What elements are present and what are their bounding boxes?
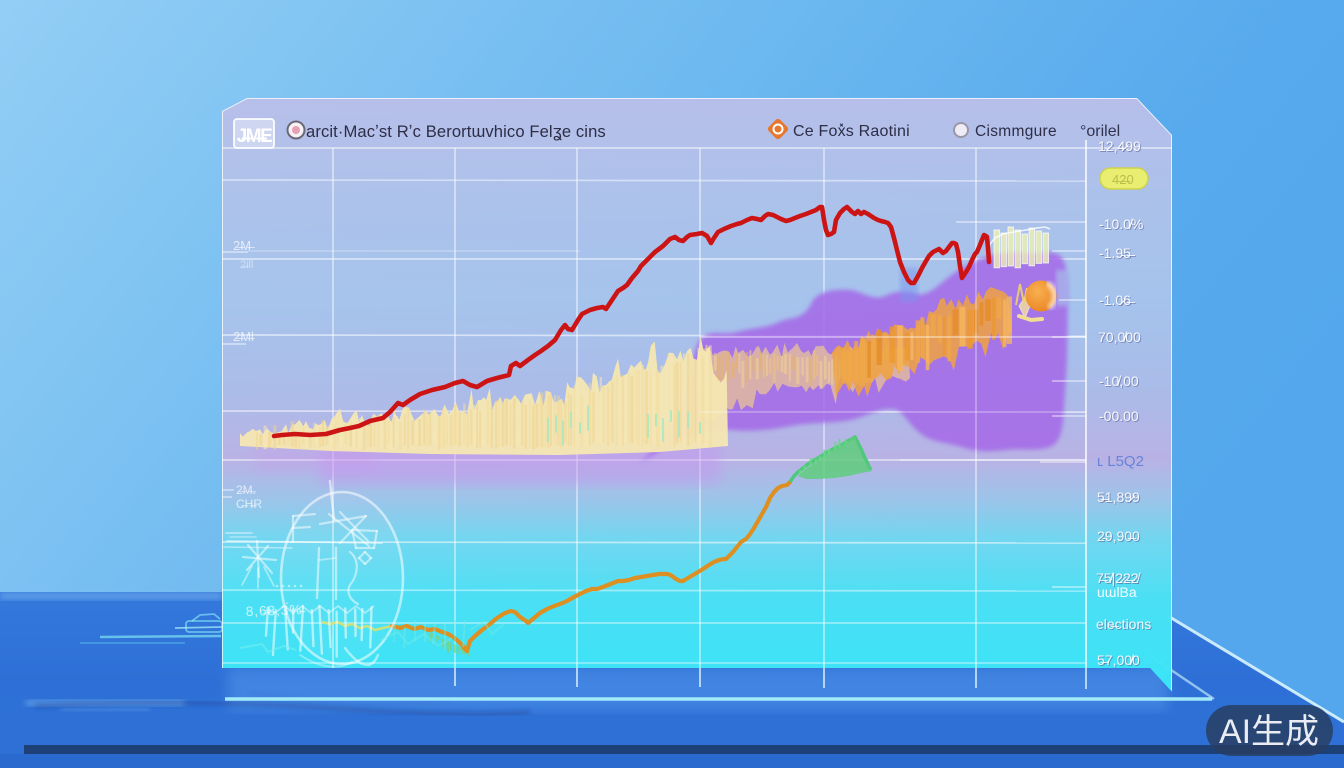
svg-text:uɯlΒa: uɯlΒa: [1097, 584, 1137, 600]
svg-text:12,4̷99: 12,4̷99: [1098, 138, 1141, 154]
svg-text:5̶1,89̷9: 5̶1,89̷9: [1098, 490, 1141, 506]
svg-text:-00.00: -00.00: [1099, 408, 1139, 424]
svg-text:-10̸,00: -10̸,00: [1099, 373, 1139, 389]
svg-text:-1.0̷6̶: -1.0̷6̶: [1100, 293, 1137, 309]
svg-text:7̶5̸|2̷2̶2̸: 7̶5̸|2̷2̶2̸: [1096, 570, 1141, 586]
svg-text:°orilel: °orilel: [1080, 123, 1120, 140]
svg-text:-00.00: -00.00: [1100, 409, 1140, 425]
svg-text:AI生成: AI生成: [1219, 713, 1319, 751]
svg-text:ele̶ctions: ele̶ctions: [1096, 616, 1151, 632]
svg-text:12,4̷99: 12,4̷99: [1099, 139, 1142, 155]
svg-text:70,0̸00: 70,0̸00: [1098, 329, 1141, 345]
svg-text:2̶M̶: 2̶M̶: [233, 238, 255, 253]
svg-text:8,6̶8,3́%̶: 8,6̶8,3́%̶: [246, 602, 306, 619]
svg-text:ele̶ctions: ele̶ctions: [1097, 617, 1152, 633]
svg-text:arcit·Macʼst Rʼc Berortɯvhico: arcit·Macʼst Rʼc Berortɯvhico Felʓe cins: [306, 122, 606, 141]
svg-text:-10.0̸%: -10.0̸%: [1099, 216, 1143, 232]
svg-text:5̶7,00̸0: 5̶7,00̸0: [1097, 652, 1140, 668]
svg-text:-1.9̵5̶: -1.9̵5̶: [1100, 246, 1137, 262]
svg-text:2̶M̶l: 2̶M̶l: [233, 329, 255, 344]
svg-text:5̶1,89̷9: 5̶1,89̷9: [1097, 489, 1140, 505]
svg-text:2̶ill: 2̶ill: [240, 259, 253, 271]
svg-text:5̶7,00̸0: 5̶7,00̸0: [1098, 653, 1141, 669]
svg-text:-10̸,00: -10̸,00: [1100, 374, 1140, 390]
svg-text:2̵9,90̶0: 2̵9,90̶0: [1097, 528, 1140, 544]
svg-text:2̶M̶.: 2̶M̶.: [236, 483, 257, 497]
svg-text:70,0̸00: 70,0̸00: [1099, 330, 1142, 346]
svg-text:Cismmɡure: Cismmɡure: [975, 123, 1057, 140]
svg-text:7̶5̸|2̷2̶2̸: 7̶5̸|2̷2̶2̸: [1097, 571, 1142, 587]
svg-text:-1.9̵5̶: -1.9̵5̶: [1099, 245, 1136, 261]
svg-text:J̶M̶E: J̶M̶E: [237, 126, 272, 147]
svg-text:ʟ L5Q2: ʟ L5Q2: [1097, 453, 1144, 470]
svg-text:-10.0̸%: -10.0̸%: [1100, 217, 1144, 233]
svg-text:Ce Fox̽s Raotini: Ce Fox̽s Raotini: [793, 123, 910, 140]
svg-text:4̶2̶0: 4̶2̶0: [1112, 172, 1134, 187]
svg-text:2̵9,90̶0: 2̵9,90̶0: [1098, 529, 1141, 545]
svg-text:C̶H̶R: C̶H̶R: [236, 497, 262, 511]
svg-text:-1.0̷6̶: -1.0̷6̶: [1099, 292, 1136, 308]
